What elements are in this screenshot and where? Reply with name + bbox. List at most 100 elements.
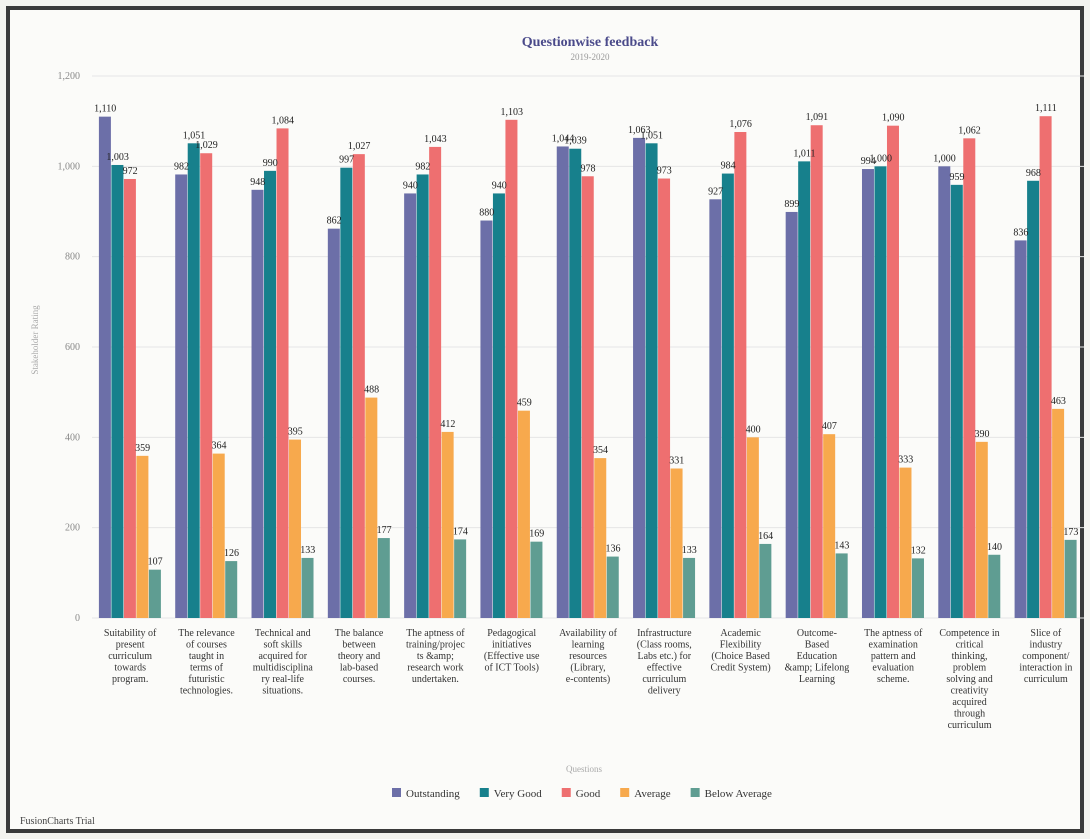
bar-outstanding	[861, 169, 874, 618]
labels: 1,110 1,003 972 359 107 Suitability of present…	[94, 103, 1078, 731]
data-label: 973	[657, 166, 672, 177]
bar-good	[886, 125, 899, 618]
x-tick-label: The relevance of courses taught in terms of…	[178, 628, 235, 697]
data-label: 1,090	[882, 113, 905, 124]
data-label: 1,027	[348, 141, 371, 152]
bar-good	[200, 153, 213, 619]
bar-outstanding	[709, 199, 722, 618]
bar-outstanding	[785, 211, 798, 618]
data-label: 1,062	[958, 125, 981, 136]
bar-good	[505, 119, 518, 618]
data-label: 927	[708, 186, 723, 197]
data-label: 1,111	[1035, 103, 1057, 114]
bar-outstanding	[175, 174, 188, 619]
bar-outstanding	[98, 116, 111, 619]
data-label: 1,051	[641, 130, 664, 141]
legend-swatch	[561, 788, 571, 797]
x-axis-title: Questions	[566, 764, 602, 774]
chart-title: Questionwise feedback	[522, 35, 659, 50]
data-label: 1,011	[793, 148, 815, 159]
x-tick-label: Outcome-Based Education &amp; Lifelong Lear…	[785, 628, 850, 685]
x-tick-label: The aptness of examination pattern and eval…	[864, 628, 923, 685]
bar-average	[517, 410, 530, 618]
data-label: 1,044	[552, 133, 575, 144]
data-label: 1,000	[933, 153, 956, 164]
bar-very-good	[340, 167, 353, 618]
x-tick-label: The aptness of training/projec ts &amp; res…	[406, 628, 465, 685]
legend-swatch	[392, 788, 401, 797]
bar-very-good	[264, 170, 277, 618]
data-label: 331	[669, 455, 684, 466]
data-label: 359	[135, 443, 150, 454]
data-label: 978	[581, 163, 596, 174]
bar-very-good	[721, 173, 734, 618]
data-label: 364	[211, 441, 226, 452]
bar-very-good	[569, 148, 582, 619]
y-tick-label: 400	[65, 432, 80, 443]
data-label: 126	[224, 548, 239, 559]
bar-below-average	[225, 561, 238, 618]
data-label: 982	[415, 161, 430, 172]
y-tick-label: 800	[65, 252, 80, 263]
bar-very-good	[416, 174, 429, 619]
y-tick-label: 0	[75, 613, 80, 624]
data-label: 143	[834, 540, 849, 551]
x-tick-label: Slice of industry component/interaction in…	[1019, 628, 1072, 685]
data-label: 1,039	[564, 136, 587, 147]
data-label: 177	[377, 525, 392, 536]
data-label: 1,000	[869, 153, 892, 164]
data-label: 997	[339, 155, 354, 166]
bar-good	[1039, 116, 1052, 618]
x-tick-label: Technical and soft skills acquired for mult…	[253, 628, 314, 697]
bar-below-average	[759, 543, 772, 618]
credits-label: FusionCharts Trial	[20, 816, 95, 827]
data-label: 968	[1026, 168, 1041, 179]
data-label: 1,103	[500, 107, 523, 118]
bar-average	[136, 455, 149, 618]
bar-outstanding	[938, 166, 951, 619]
data-label: 836	[1013, 227, 1028, 238]
x-tick-label: Pedagogical initiatives (Effective use of I…	[484, 628, 540, 674]
bar-average	[670, 468, 683, 618]
bar-below-average	[454, 539, 467, 618]
data-label: 1,110	[94, 104, 116, 115]
bar-very-good	[1027, 180, 1040, 618]
data-label: 959	[950, 172, 965, 183]
legend: Outstanding Very Good Good Average Below Ave…	[392, 788, 772, 800]
bar-average	[365, 397, 378, 618]
bar-average	[746, 437, 759, 618]
bar-very-good	[187, 143, 200, 618]
data-label: 1,029	[195, 140, 218, 151]
x-tick-label: Competence in critical thinking, problem sol…	[939, 628, 999, 731]
bar-very-good	[950, 184, 963, 618]
x-tick-label: Availability of learning resources (Library…	[559, 628, 618, 685]
data-label: 948	[250, 177, 265, 188]
data-label: 390	[975, 429, 990, 440]
bar-average	[594, 458, 607, 618]
legend-swatch	[690, 788, 700, 797]
bar-good	[352, 154, 365, 618]
bar-below-average	[606, 556, 619, 618]
bar-good	[581, 176, 594, 618]
data-label: 1,063	[628, 125, 651, 136]
legend-item-label: Outstanding	[406, 788, 460, 800]
data-label: 1,003	[106, 152, 129, 163]
bar-outstanding	[1014, 240, 1027, 618]
y-axis-title: Stakeholder Rating	[30, 305, 40, 375]
y-tick-label: 600	[65, 342, 80, 353]
data-label: 412	[440, 419, 455, 430]
bar-average	[441, 431, 454, 618]
data-label: 984	[721, 161, 736, 172]
bar-outstanding	[480, 220, 493, 619]
bars	[98, 116, 1077, 619]
data-label: 940	[403, 180, 418, 191]
bar-average	[823, 434, 836, 618]
data-label: 169	[529, 529, 544, 540]
y-tick-label: 1,000	[58, 161, 81, 172]
bar-good	[658, 178, 671, 619]
bar-average	[1052, 408, 1065, 618]
data-label: 488	[364, 385, 379, 396]
data-label: 333	[898, 455, 913, 466]
data-label: 1,091	[806, 112, 829, 123]
y-tick-label: 200	[65, 523, 80, 534]
